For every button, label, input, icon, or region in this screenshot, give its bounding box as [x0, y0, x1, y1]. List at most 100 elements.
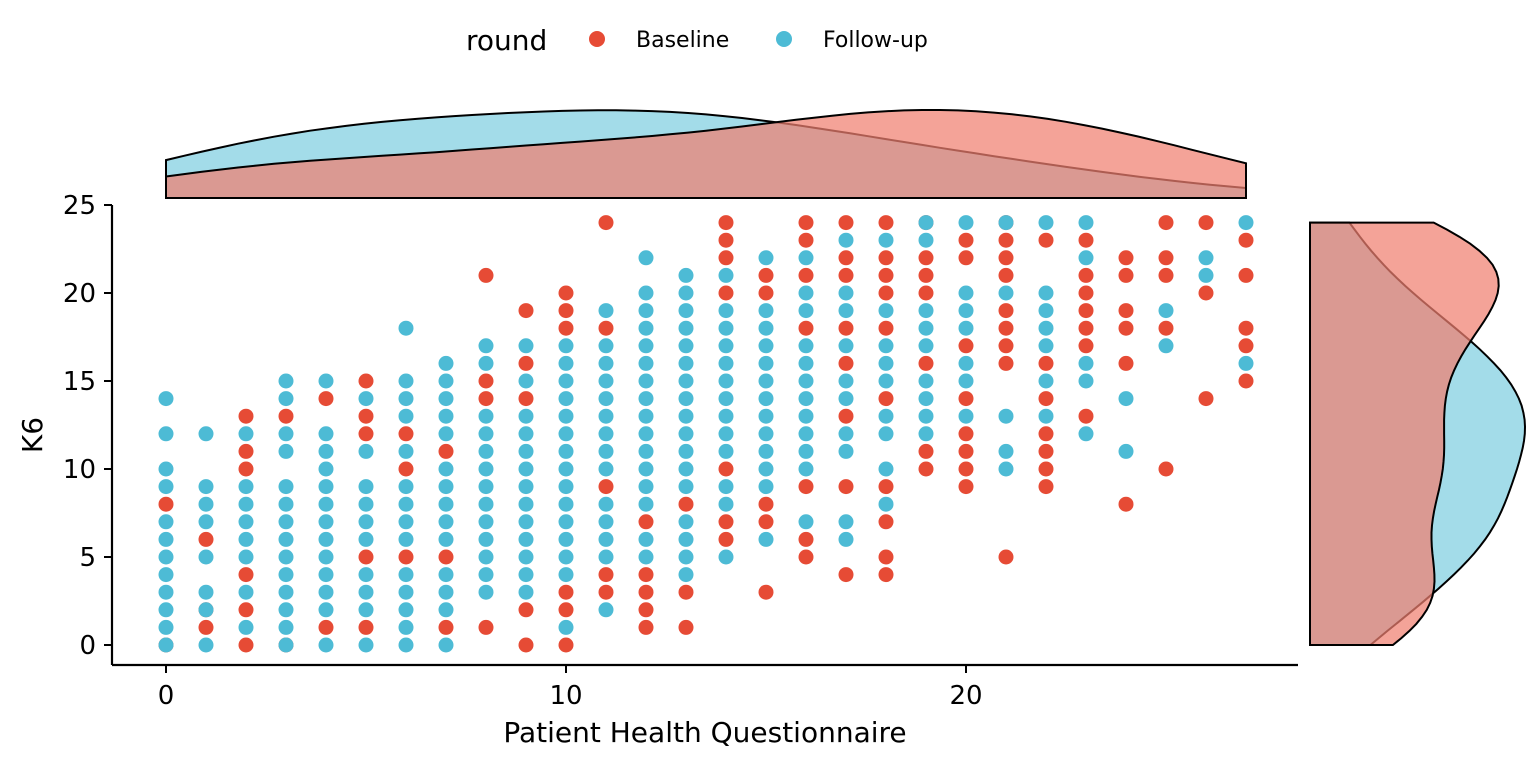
point-baseline: [238, 443, 254, 459]
point-follow-up: [718, 426, 734, 442]
point-follow-up: [598, 391, 614, 407]
point-follow-up: [358, 531, 374, 547]
point-follow-up: [958, 373, 974, 389]
point-follow-up: [1078, 250, 1094, 266]
point-follow-up: [638, 549, 654, 565]
point-follow-up: [358, 514, 374, 530]
point-baseline: [918, 250, 934, 266]
point-follow-up: [398, 443, 414, 459]
point-follow-up: [398, 602, 414, 618]
point-follow-up: [1158, 338, 1174, 354]
point-follow-up: [838, 391, 854, 407]
point-follow-up: [838, 443, 854, 459]
point-baseline: [598, 567, 614, 583]
point-baseline: [1118, 496, 1134, 512]
point-baseline: [1038, 479, 1054, 495]
point-baseline: [1078, 267, 1094, 283]
point-follow-up: [158, 461, 174, 477]
point-baseline: [1238, 267, 1254, 283]
point-follow-up: [598, 531, 614, 547]
point-follow-up: [598, 461, 614, 477]
point-follow-up: [238, 619, 254, 635]
point-follow-up: [1038, 285, 1054, 301]
point-follow-up: [598, 338, 614, 354]
point-follow-up: [718, 267, 734, 283]
point-follow-up: [318, 373, 334, 389]
point-follow-up: [358, 496, 374, 512]
point-follow-up: [198, 637, 214, 653]
point-follow-up: [838, 285, 854, 301]
point-baseline: [478, 267, 494, 283]
point-baseline: [558, 320, 574, 336]
point-baseline: [1158, 215, 1174, 231]
point-follow-up: [558, 549, 574, 565]
point-follow-up: [718, 373, 734, 389]
point-follow-up: [838, 531, 854, 547]
point-follow-up: [958, 408, 974, 424]
point-follow-up: [398, 567, 414, 583]
point-follow-up: [598, 426, 614, 442]
point-baseline: [678, 619, 694, 635]
point-follow-up: [318, 426, 334, 442]
point-follow-up: [198, 514, 214, 530]
point-follow-up: [638, 426, 654, 442]
point-follow-up: [198, 426, 214, 442]
point-follow-up: [318, 443, 334, 459]
point-follow-up: [438, 584, 454, 600]
point-follow-up: [1038, 303, 1054, 319]
point-baseline: [878, 267, 894, 283]
point-follow-up: [198, 602, 214, 618]
point-follow-up: [1038, 215, 1054, 231]
point-follow-up: [438, 355, 454, 371]
point-follow-up: [478, 549, 494, 565]
point-baseline: [398, 549, 414, 565]
point-follow-up: [758, 373, 774, 389]
point-baseline: [1038, 461, 1054, 477]
point-follow-up: [478, 496, 494, 512]
point-follow-up: [358, 391, 374, 407]
point-baseline: [998, 549, 1014, 565]
point-follow-up: [718, 549, 734, 565]
point-baseline: [638, 602, 654, 618]
point-baseline: [1038, 355, 1054, 371]
point-follow-up: [638, 479, 654, 495]
point-follow-up: [758, 250, 774, 266]
point-baseline: [1118, 250, 1134, 266]
y-tick-label: 25: [63, 191, 96, 221]
point-follow-up: [718, 303, 734, 319]
point-baseline: [758, 285, 774, 301]
point-follow-up: [398, 408, 414, 424]
point-follow-up: [158, 602, 174, 618]
point-follow-up: [878, 232, 894, 248]
y-axis-ticks: 0 5 10 15 20 25: [63, 191, 112, 661]
point-baseline: [518, 391, 534, 407]
point-follow-up: [398, 373, 414, 389]
point-follow-up: [598, 443, 614, 459]
point-follow-up: [798, 408, 814, 424]
point-baseline: [718, 461, 734, 477]
point-follow-up: [598, 496, 614, 512]
point-baseline: [1118, 267, 1134, 283]
legend-key-baseline: [589, 31, 605, 47]
y-tick-label: 0: [79, 631, 96, 661]
y-tick-label: 10: [63, 455, 96, 485]
point-baseline: [998, 250, 1014, 266]
point-baseline: [238, 602, 254, 618]
point-baseline: [198, 619, 214, 635]
point-follow-up: [638, 250, 654, 266]
point-baseline: [718, 514, 734, 530]
point-follow-up: [278, 567, 294, 583]
point-follow-up: [478, 461, 494, 477]
point-follow-up: [1198, 250, 1214, 266]
point-follow-up: [718, 408, 734, 424]
point-follow-up: [278, 619, 294, 635]
point-follow-up: [918, 303, 934, 319]
point-follow-up: [358, 567, 374, 583]
point-follow-up: [1038, 320, 1054, 336]
point-baseline: [838, 408, 854, 424]
point-follow-up: [558, 355, 574, 371]
point-follow-up: [478, 531, 494, 547]
point-follow-up: [1158, 303, 1174, 319]
point-baseline: [598, 215, 614, 231]
